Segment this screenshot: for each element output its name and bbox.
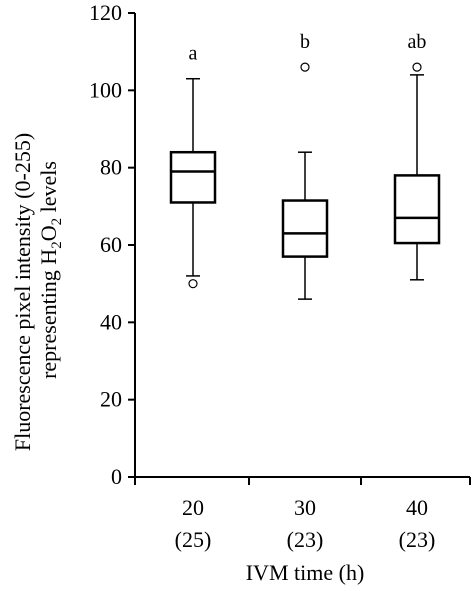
x-category-label: 30 xyxy=(294,495,316,520)
box-group: b xyxy=(281,31,329,300)
y-axis-title-prefix: representing H xyxy=(36,249,61,379)
y-axis-title-subscript-2: 2 xyxy=(49,218,65,226)
boxes: ab ab xyxy=(169,31,441,300)
x-category-n-label: (25) xyxy=(175,527,212,552)
y-tick-label: 120 xyxy=(89,0,122,25)
iqr-box xyxy=(393,174,441,245)
y-tick-label: 60 xyxy=(100,232,122,257)
y-axis-title-line-1: Fluorescence pixel intensity (0-255) xyxy=(10,133,35,451)
x-axis-title: IVM time (h) xyxy=(246,560,365,585)
y-tick-label: 40 xyxy=(100,309,122,334)
y-tick-label: 20 xyxy=(100,387,122,412)
y-axis-title-mid: O xyxy=(36,225,61,241)
x-category-n-label: (23) xyxy=(287,527,324,552)
outlier-point xyxy=(188,279,198,289)
significance-letter: b xyxy=(300,31,310,53)
x-category-label: 20 xyxy=(182,495,204,520)
y-axis-title-line-2: representing H2O2 levels xyxy=(36,161,65,379)
significance-letter: a xyxy=(189,43,198,65)
outlier-point xyxy=(412,62,422,72)
axes: 0 20 40 60 80 100 120 20 (25) 30 (23) 40 (23) xyxy=(89,0,471,552)
x-category-n-label: (23) xyxy=(399,527,436,552)
iqr-box xyxy=(169,150,217,204)
box-group: ab xyxy=(393,31,441,281)
y-tick-label: 0 xyxy=(111,464,122,489)
y-tick-label: 80 xyxy=(100,155,122,180)
y-axis-title-subscript-1: 2 xyxy=(49,241,65,249)
x-category-label: 40 xyxy=(406,495,428,520)
outlier-point xyxy=(300,62,310,72)
iqr-box xyxy=(281,199,329,258)
y-tick-label: 100 xyxy=(89,77,122,102)
labels: Fluorescence pixel intensity (0-255) rep… xyxy=(10,133,364,585)
significance-letter: ab xyxy=(408,31,427,53)
y-axis-title-suffix: levels xyxy=(36,161,61,218)
box-group: a xyxy=(169,43,217,289)
